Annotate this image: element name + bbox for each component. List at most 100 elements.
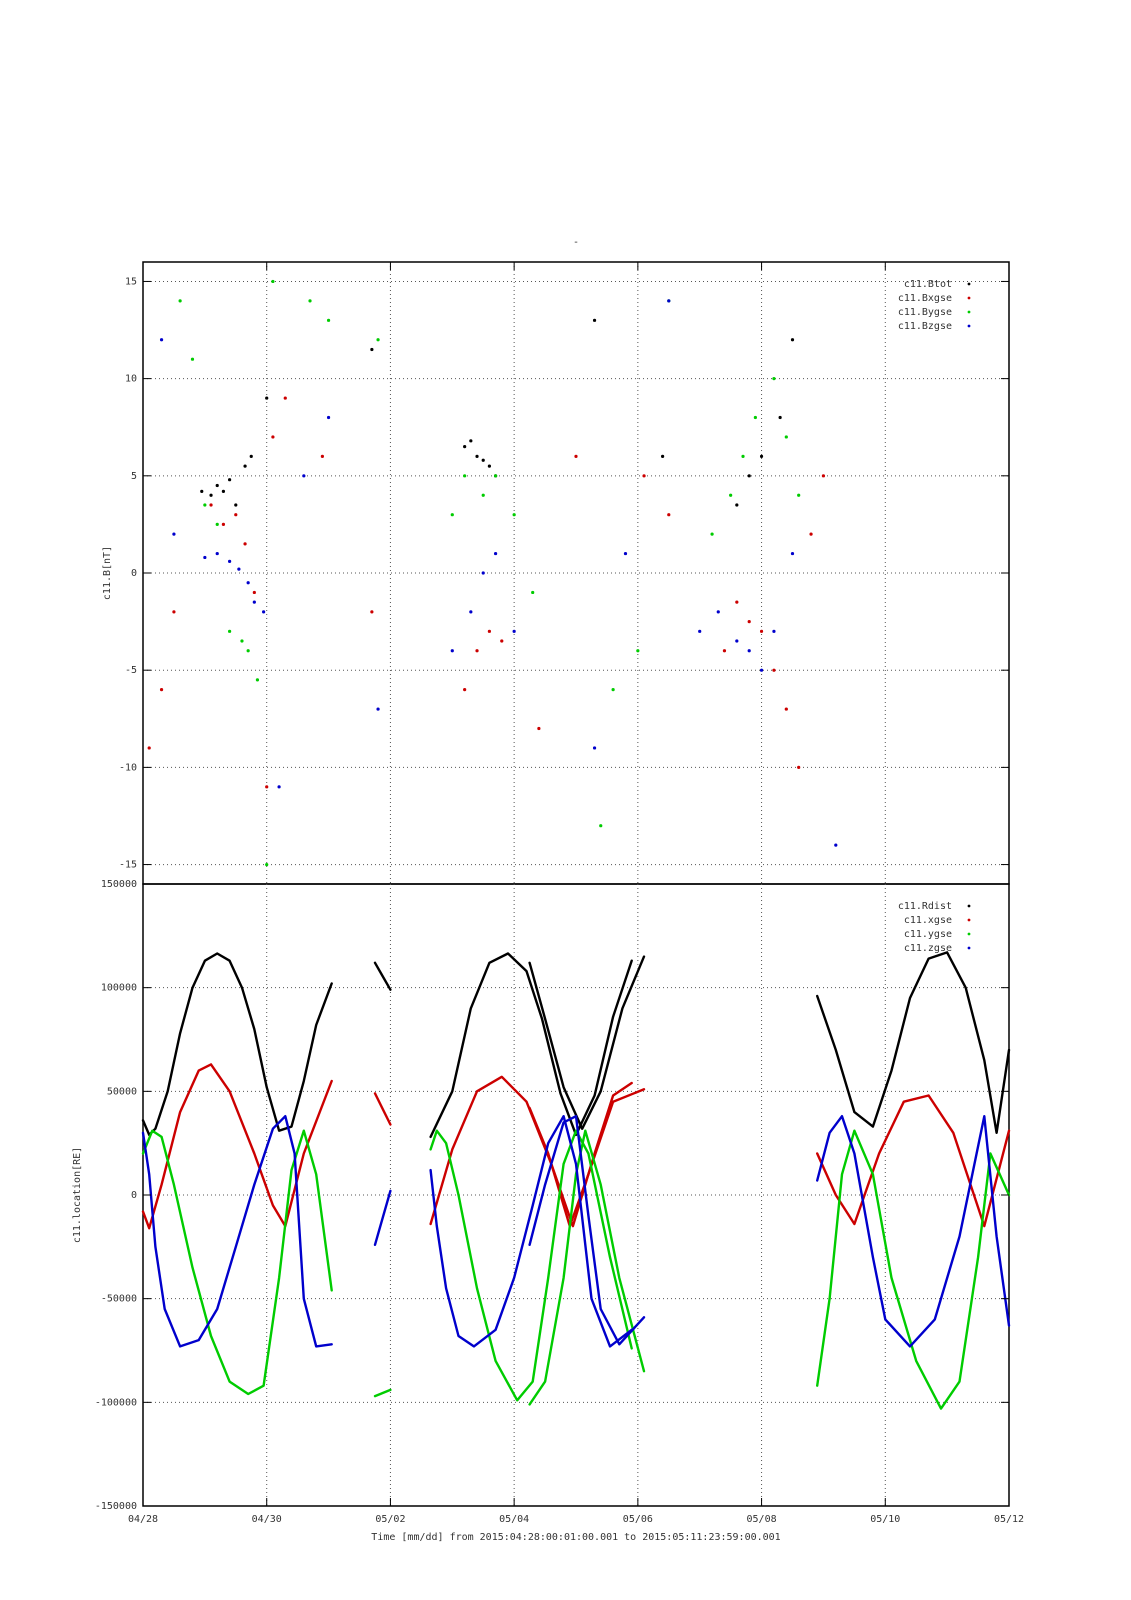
data-point: [772, 668, 776, 672]
x-axis-label: Time [mm/dd] from 2015:04:28:00:01:00.00…: [371, 1532, 780, 1543]
data-point: [159, 688, 164, 692]
data-point: [784, 435, 788, 439]
data-point: [741, 454, 745, 458]
x-tick-label: 05/02: [375, 1514, 405, 1525]
y-tick-label: 100000: [101, 983, 137, 994]
data-point: [283, 396, 287, 400]
x-tick-label: 04/30: [252, 1514, 282, 1525]
legend-label: c11.Bygse: [898, 307, 952, 318]
y-tick-label: 0: [131, 568, 137, 579]
legend-label: c11.zgse: [904, 943, 952, 954]
data-point: [265, 862, 269, 867]
x-tick-label: 05/10: [870, 1514, 900, 1525]
data-point: [240, 639, 244, 643]
data-point: [735, 600, 739, 604]
y-ticks: -15 -10 -5 0 5 10 15: [119, 276, 1009, 871]
series-line: [373, 961, 392, 991]
data-point: [172, 610, 176, 614]
data-point: [265, 785, 269, 789]
data-point: [475, 454, 479, 458]
data-point: [481, 458, 485, 462]
series-line: [373, 1092, 392, 1126]
data-point: [203, 503, 207, 507]
y-tick-label: -5: [125, 665, 137, 676]
series-line: [373, 1189, 392, 1246]
data-point: [302, 474, 306, 478]
data-point: [487, 464, 491, 468]
data-marks: [141, 951, 1011, 1410]
legend-marker: [967, 918, 971, 922]
grid: [143, 884, 1009, 1506]
data-point: [611, 688, 615, 692]
data-point: [772, 377, 776, 381]
data-point: [326, 415, 331, 420]
y-tick-label: -10: [119, 762, 137, 773]
legend-label: c11.Rdist: [898, 901, 952, 912]
data-point: [636, 649, 640, 653]
series-line: [816, 1129, 1011, 1410]
series-line: [816, 1115, 1011, 1348]
data-point: [667, 513, 671, 517]
data-point: [172, 532, 176, 536]
data-point: [716, 610, 720, 614]
data-point: [209, 503, 213, 507]
series-line: [528, 955, 646, 1130]
data-point: [698, 629, 702, 633]
data-point: [821, 474, 826, 478]
data-point: [243, 542, 247, 546]
data-point: [271, 435, 275, 439]
data-point: [228, 559, 232, 563]
magnetic-field-panel: -15 -10 -5 0 5 10 15 c11.B[nT] c11.Btot c11.Bxg…: [102, 261, 1010, 885]
data-point: [215, 522, 219, 527]
data-point: [265, 396, 269, 400]
data-point: [200, 489, 204, 493]
data-point: [784, 707, 788, 711]
data-point: [237, 567, 241, 571]
data-point: [450, 649, 454, 653]
data-point: [729, 493, 733, 497]
legend-marker: [967, 946, 971, 950]
grid: [143, 262, 1009, 884]
data-point: [759, 629, 764, 633]
data-point: [747, 619, 751, 624]
data-point: [623, 551, 628, 556]
data-point: [271, 279, 275, 284]
data-point: [277, 785, 281, 789]
series-line: [528, 1115, 646, 1346]
x-tick-label: 05/06: [623, 1514, 653, 1525]
y-tick-label: -150000: [95, 1501, 137, 1512]
y-tick-label: -50000: [101, 1294, 137, 1305]
data-point: [809, 532, 813, 536]
y-axis-label: c11.B[nT]: [102, 546, 113, 600]
data-point: [722, 649, 727, 653]
data-point: [469, 610, 473, 614]
data-point: [326, 318, 331, 322]
data-point: [252, 590, 256, 595]
y-tick-label: 10: [125, 374, 137, 385]
location-panel: -150000 -100000 -50000 0 50000 100000 150000 c…: [72, 879, 1011, 1512]
data-point: [228, 478, 232, 482]
data-point: [759, 454, 764, 458]
legend-label: c11.xgse: [904, 915, 952, 926]
legend-label: c11.Btot: [904, 279, 952, 290]
legend-label: c11.ygse: [904, 929, 952, 940]
data-point: [228, 629, 232, 633]
x-tick-label: 04/28: [128, 1514, 158, 1525]
x-tick-label: 05/12: [994, 1514, 1024, 1525]
data-point: [500, 639, 504, 643]
x-tick-label: 05/04: [499, 1514, 529, 1525]
data-point: [209, 493, 213, 497]
data-point: [753, 415, 757, 420]
x-tick-label: 05/08: [747, 1514, 777, 1525]
data-point: [190, 357, 195, 361]
data-point: [221, 489, 226, 493]
data-point: [661, 454, 665, 458]
data-point: [308, 299, 312, 303]
data-point: [475, 649, 479, 653]
data-marks: [147, 279, 838, 867]
data-point: [487, 629, 491, 633]
data-point: [215, 551, 219, 556]
data-point: [463, 445, 467, 449]
data-point: [531, 590, 535, 595]
data-point: [735, 503, 739, 507]
